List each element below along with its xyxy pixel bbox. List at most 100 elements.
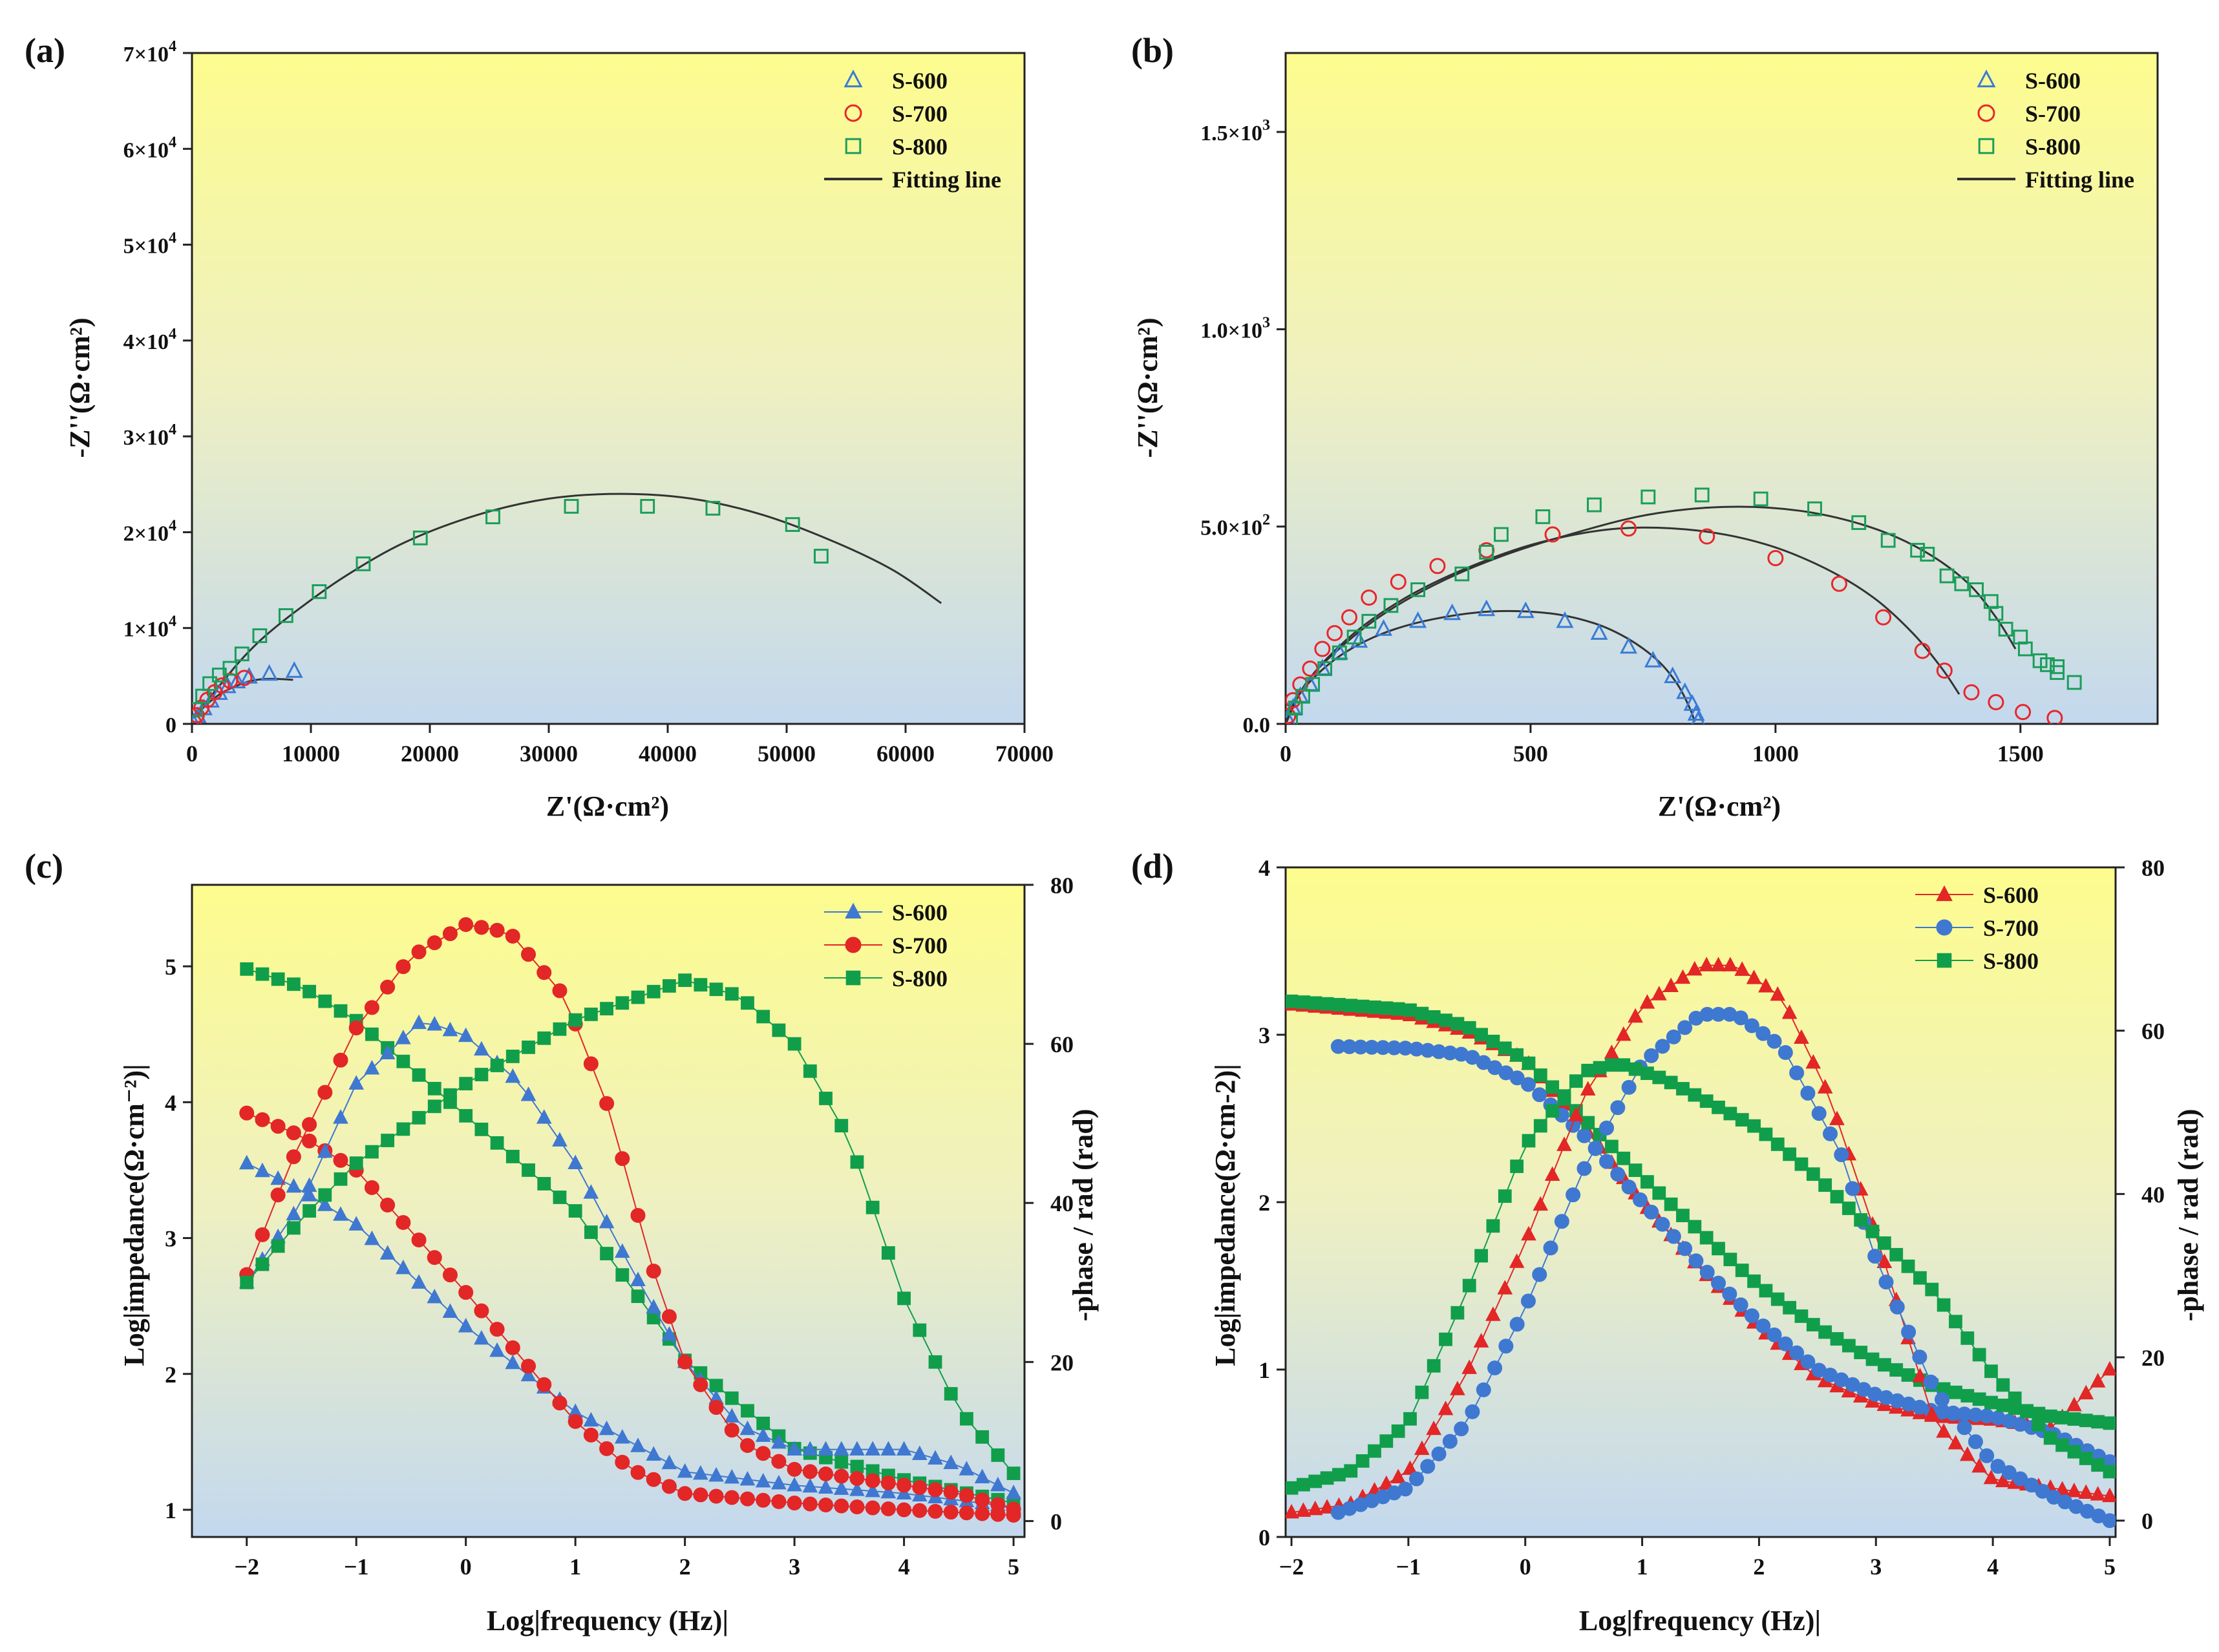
x-tick-label: 4 <box>898 1554 910 1580</box>
y-axis-label: -Z''(Ω·cm²) <box>64 317 96 458</box>
data-point <box>1533 1196 1549 1211</box>
data-point <box>333 1206 348 1221</box>
data-point <box>1415 1385 1429 1399</box>
data-point <box>583 1056 599 1072</box>
data-point <box>614 1429 630 1444</box>
data-point <box>912 1480 928 1496</box>
data-point <box>1676 1209 1690 1223</box>
data-point <box>522 1040 535 1054</box>
data-point <box>2102 1361 2116 1376</box>
data-point <box>1439 1332 1452 1346</box>
data-point <box>1344 999 1358 1013</box>
data-point <box>897 1502 912 1518</box>
data-point <box>1420 1459 1436 1474</box>
data-point <box>880 1501 896 1516</box>
data-point <box>1640 1066 1654 1081</box>
data-point <box>1355 1454 1370 1468</box>
data-point <box>2040 657 2055 672</box>
data-point <box>1510 1048 1524 1062</box>
data-point <box>1759 1127 1773 1141</box>
data-point <box>881 1246 895 1260</box>
data-point <box>1946 1406 1961 1421</box>
data-point <box>1296 1477 1310 1492</box>
data-point <box>771 1434 787 1449</box>
data-point <box>1877 1236 1891 1250</box>
data-point <box>615 1151 630 1167</box>
data-point <box>1439 1013 1452 1028</box>
data-point <box>1605 1058 1619 1072</box>
data-point <box>1320 1471 1334 1485</box>
y-tick-label: 0 <box>165 714 176 737</box>
data-point <box>1746 969 1762 984</box>
data-point <box>1494 527 1509 542</box>
data-point <box>1901 1324 1916 1340</box>
y2-tick-label: 80 <box>1050 873 1074 898</box>
data-point <box>913 1323 927 1337</box>
data-point <box>255 1162 270 1178</box>
data-point <box>834 1119 849 1133</box>
data-point <box>1851 515 1867 531</box>
data-point <box>1486 1219 1500 1233</box>
data-point <box>442 926 458 942</box>
data-point <box>1443 603 1461 620</box>
x-tick-label: 0 <box>1280 741 1291 767</box>
series-s-800 <box>240 962 1021 1510</box>
data-point <box>1610 1167 1626 1182</box>
x-axis-label: Log|frequency (Hz)| <box>487 1605 728 1636</box>
data-point <box>427 1016 443 1031</box>
data-point <box>646 984 661 999</box>
data-point <box>1355 999 1370 1013</box>
legend: S-600 S-700 S-800 Fitting line <box>1957 68 2134 193</box>
legend-label: S-600 <box>1983 882 2039 908</box>
series-s-600 <box>239 1014 1021 1499</box>
data-point <box>348 1075 365 1090</box>
data-point <box>301 1187 317 1202</box>
legend-label: S-700 <box>1983 915 2039 941</box>
data-point <box>630 1437 646 1452</box>
data-point <box>1461 1359 1478 1374</box>
data-point <box>1510 1160 1524 1173</box>
data-point <box>333 1052 348 1068</box>
data-point <box>1865 1225 1880 1238</box>
data-point <box>1442 1434 1458 1449</box>
data-point <box>1621 1079 1637 1095</box>
data-point <box>2067 1445 2081 1459</box>
data-point <box>1789 1065 1805 1081</box>
data-point <box>741 996 754 1010</box>
data-point <box>725 987 739 1001</box>
data-point <box>489 1342 505 1357</box>
data-point <box>1450 1381 1465 1395</box>
legend-marker <box>1936 885 1953 902</box>
data-point <box>317 1196 333 1211</box>
plot-area <box>191 52 1026 725</box>
plot-area <box>1284 52 2159 725</box>
data-point <box>1532 1087 1547 1103</box>
data-point <box>1610 1100 1626 1116</box>
data-point <box>1320 997 1334 1011</box>
data-point <box>333 1152 348 1168</box>
data-point <box>1806 1167 1820 1181</box>
data-point <box>724 1468 740 1484</box>
data-point <box>458 1318 474 1333</box>
data-point <box>1694 487 1710 503</box>
data-point <box>959 1505 974 1521</box>
data-point <box>974 1468 990 1484</box>
data-point <box>724 1408 740 1423</box>
legend-label: S-600 <box>892 68 948 94</box>
series-s-800 <box>1286 1058 2116 1495</box>
data-point <box>771 1494 787 1509</box>
data-point <box>552 1395 568 1411</box>
panel-label: (c) <box>25 847 63 885</box>
data-point <box>1438 1401 1454 1415</box>
data-point <box>771 1474 787 1490</box>
data-point <box>1722 1286 1737 1302</box>
data-point <box>474 920 489 935</box>
x-tick-label: 1000 <box>1752 741 1799 767</box>
data-point <box>1590 623 1608 640</box>
data-point <box>661 1479 677 1494</box>
data-point <box>584 1225 598 1239</box>
legend-marker <box>1977 104 1995 122</box>
y2-tick-label: 40 <box>2141 1181 2165 1207</box>
data-point <box>1759 1284 1773 1298</box>
data-point <box>1361 589 1377 606</box>
